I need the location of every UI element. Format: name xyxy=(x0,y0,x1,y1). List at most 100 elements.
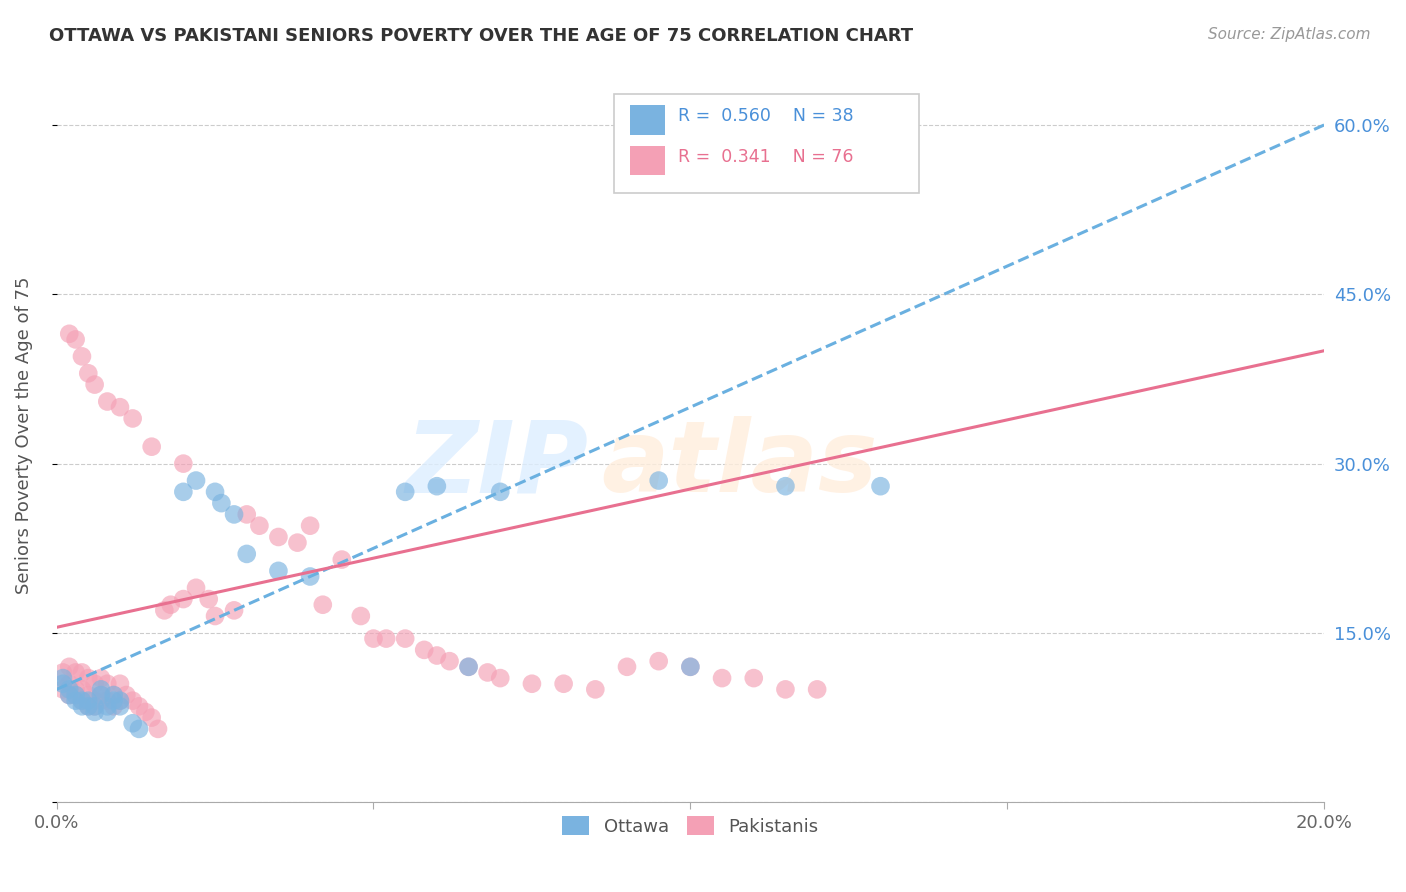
Point xyxy=(70,350,93,364)
Point xyxy=(90,671,112,685)
Y-axis label: Seniors Poverty Over the Age of 75: Seniors Poverty Over the Age of 75 xyxy=(15,277,32,594)
Point xyxy=(103,688,125,702)
Point xyxy=(121,716,143,731)
Point xyxy=(287,535,309,549)
Point xyxy=(77,699,100,714)
Point xyxy=(204,609,226,624)
Point xyxy=(58,677,80,691)
FancyBboxPatch shape xyxy=(630,145,665,175)
Point xyxy=(267,564,290,578)
Point xyxy=(52,677,75,691)
Point xyxy=(108,694,131,708)
Point xyxy=(350,609,373,624)
Point xyxy=(96,394,118,409)
FancyBboxPatch shape xyxy=(614,95,918,194)
Point xyxy=(647,654,669,668)
Point xyxy=(65,688,87,702)
Point xyxy=(457,660,479,674)
Point xyxy=(65,665,87,680)
Point xyxy=(128,722,150,736)
Point xyxy=(121,694,143,708)
Point xyxy=(742,671,765,685)
Point xyxy=(83,699,105,714)
Point xyxy=(103,699,125,714)
Point xyxy=(103,694,125,708)
Point xyxy=(583,682,606,697)
Point xyxy=(58,660,80,674)
Point xyxy=(235,508,257,522)
Point xyxy=(90,682,112,697)
Point xyxy=(65,682,87,697)
Point xyxy=(312,598,335,612)
Point xyxy=(141,710,163,724)
Point xyxy=(83,677,105,691)
Text: ZIP: ZIP xyxy=(406,417,589,513)
Point xyxy=(52,671,75,685)
Point xyxy=(184,581,207,595)
Point xyxy=(267,530,290,544)
Point xyxy=(58,326,80,341)
Point xyxy=(520,677,543,691)
Point xyxy=(394,632,416,646)
Point xyxy=(121,411,143,425)
Point xyxy=(96,705,118,719)
Point xyxy=(103,688,125,702)
Point xyxy=(96,699,118,714)
Point xyxy=(146,722,169,736)
Point xyxy=(77,367,100,381)
Point xyxy=(70,682,93,697)
Point xyxy=(806,682,828,697)
Point xyxy=(70,699,93,714)
Point xyxy=(413,643,436,657)
Point xyxy=(394,484,416,499)
Point xyxy=(235,547,257,561)
Point xyxy=(363,632,385,646)
Point xyxy=(58,682,80,697)
Point xyxy=(58,688,80,702)
Point xyxy=(77,694,100,708)
Point xyxy=(553,677,575,691)
Point xyxy=(477,665,499,680)
Point xyxy=(172,484,194,499)
Point xyxy=(90,688,112,702)
Point xyxy=(70,694,93,708)
Text: R =  0.560    N = 38: R = 0.560 N = 38 xyxy=(678,107,853,125)
Text: R =  0.341    N = 76: R = 0.341 N = 76 xyxy=(678,147,853,166)
Point xyxy=(204,484,226,499)
Point xyxy=(330,552,353,566)
Point xyxy=(249,518,271,533)
Point xyxy=(439,654,461,668)
Point xyxy=(197,592,219,607)
Point xyxy=(679,660,702,674)
Point xyxy=(134,705,156,719)
Point xyxy=(77,699,100,714)
Point xyxy=(83,694,105,708)
Point xyxy=(115,688,138,702)
Point xyxy=(70,665,93,680)
Point xyxy=(375,632,398,646)
Point xyxy=(65,694,87,708)
Point xyxy=(616,660,638,674)
Point xyxy=(83,699,105,714)
Legend: Ottawa, Pakistanis: Ottawa, Pakistanis xyxy=(553,807,828,845)
Point xyxy=(96,677,118,691)
Point xyxy=(83,705,105,719)
Point xyxy=(58,688,80,702)
Point xyxy=(83,377,105,392)
Point xyxy=(426,479,449,493)
Text: atlas: atlas xyxy=(602,417,879,513)
Point xyxy=(96,694,118,708)
Point xyxy=(711,671,734,685)
Point xyxy=(222,508,245,522)
Point xyxy=(108,699,131,714)
Point xyxy=(184,474,207,488)
Point xyxy=(90,688,112,702)
Point xyxy=(153,603,176,617)
Point xyxy=(108,400,131,414)
Point xyxy=(457,660,479,674)
Point xyxy=(108,677,131,691)
Point xyxy=(159,598,181,612)
Point xyxy=(52,665,75,680)
Point xyxy=(209,496,232,510)
Point xyxy=(77,671,100,685)
